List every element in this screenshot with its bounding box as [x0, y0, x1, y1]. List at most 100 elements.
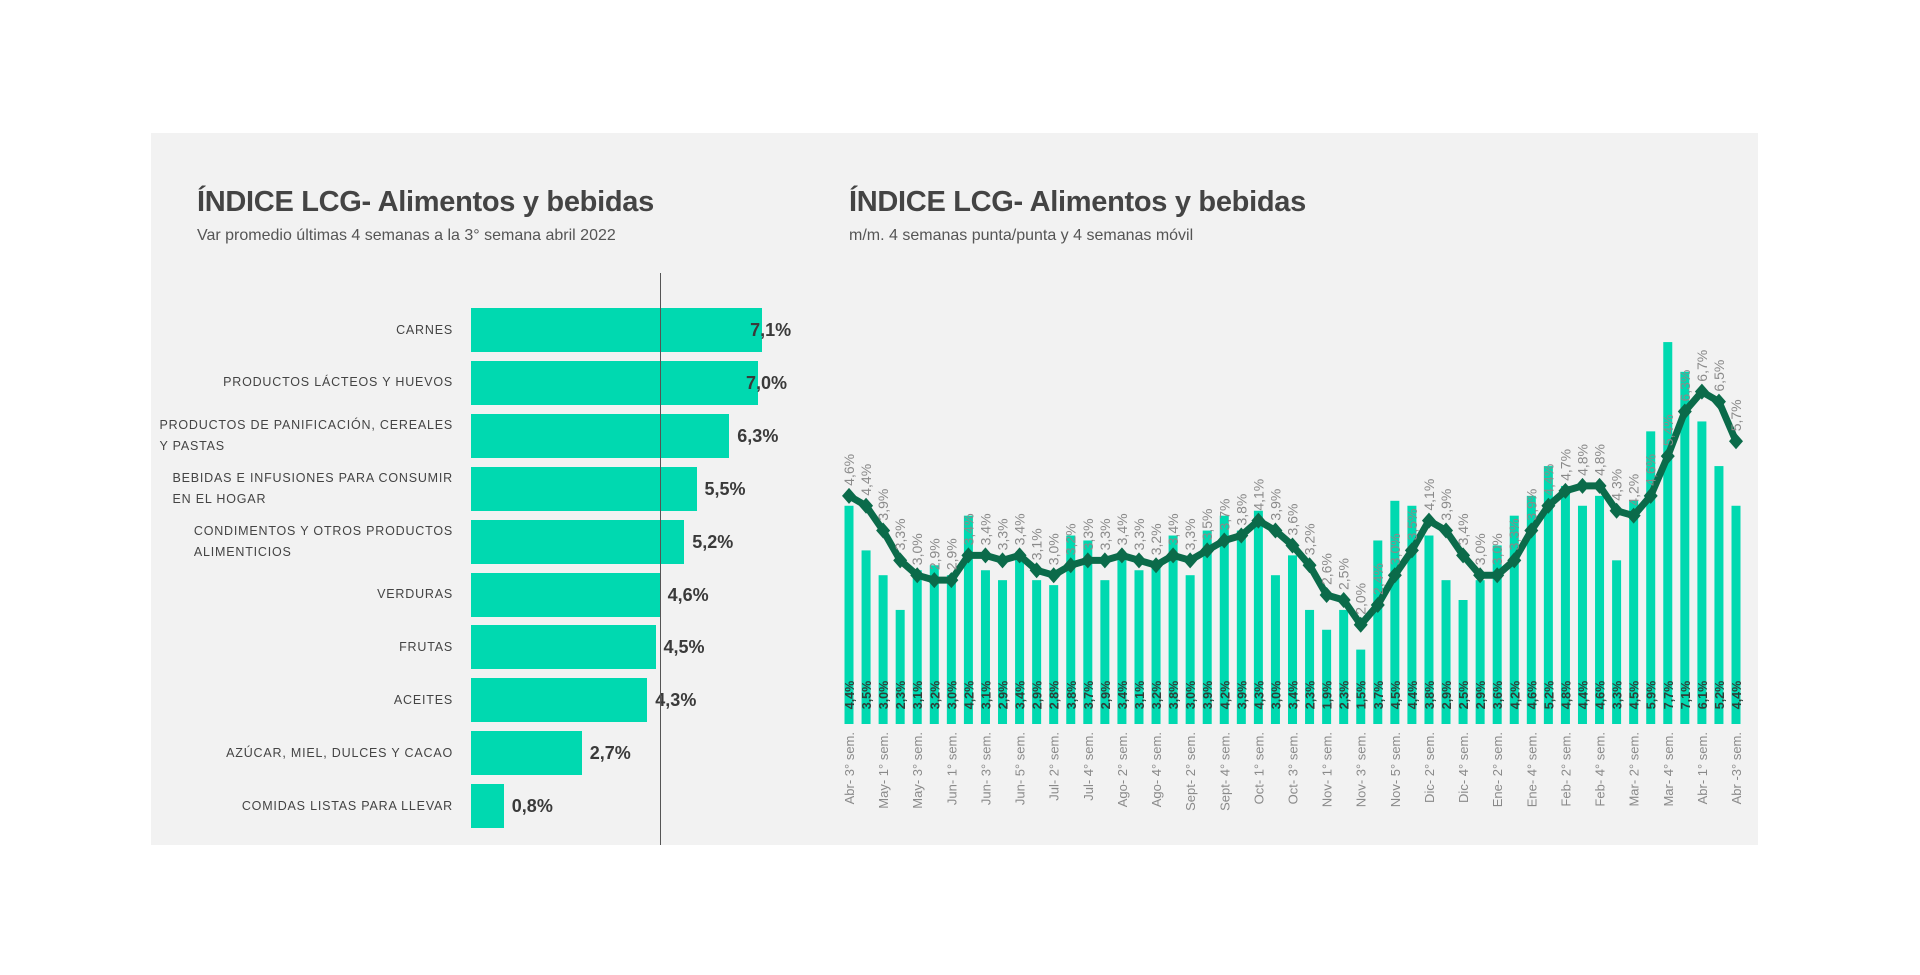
- line-marker: [1524, 522, 1539, 539]
- line-marker: [1370, 596, 1385, 613]
- data-label: 0,8%: [511, 796, 553, 817]
- bar: [1322, 629, 1332, 724]
- bar-data-label: 2,8%: [1048, 681, 1062, 710]
- x-tick-label: Sept- 4° sem.: [1217, 732, 1232, 811]
- bar: [1543, 466, 1553, 724]
- bar: [1373, 540, 1383, 724]
- line-marker: [1336, 592, 1351, 608]
- line-data-label: 4,1%: [1250, 479, 1266, 511]
- line-marker: [1200, 542, 1215, 559]
- line-data-label: 3,9%: [1267, 489, 1283, 521]
- line-data-label: 3,2%: [1302, 523, 1318, 555]
- line-data-label: 3,3%: [1506, 518, 1522, 550]
- line-data-label: 3,0%: [1387, 533, 1403, 565]
- line-data-label: 3,1%: [1029, 528, 1045, 560]
- line-data-label: 3,3%: [892, 518, 908, 550]
- bar: [471, 731, 582, 776]
- line-data-label: 3,4%: [1012, 513, 1028, 545]
- bar-data-label: 3,0%: [1184, 681, 1198, 710]
- bar: [912, 570, 922, 724]
- x-tick-label: Abr -3° sem.: [1729, 732, 1744, 804]
- bar-data-label: 2,9%: [997, 681, 1011, 710]
- line-marker: [1353, 616, 1368, 633]
- line-marker: [1660, 448, 1675, 465]
- bar-data-label: 3,4%: [1287, 681, 1301, 710]
- bar-data-label: 4,2%: [1218, 681, 1232, 710]
- line-data-label: 3,3%: [995, 518, 1011, 550]
- data-label: 4,6%: [667, 584, 709, 605]
- line-marker: [1694, 383, 1709, 400]
- line-marker: [1029, 562, 1044, 579]
- line-data-label: 5,4%: [1660, 414, 1676, 446]
- line-marker: [1626, 507, 1641, 524]
- right-chart-subtitle: m/m. 4 semanas punta/punta y 4 semanas m…: [849, 227, 1194, 244]
- x-tick-label: Oct- 3° sem.: [1286, 732, 1301, 804]
- category-label-text: PRODUCTOS DE PANIFICACIÓN, CEREALES Y PAS…: [159, 417, 453, 453]
- bar: [1049, 585, 1059, 724]
- line-marker: [1404, 542, 1419, 559]
- line-marker: [1080, 552, 1095, 569]
- line-data-label: 4,3%: [1609, 469, 1625, 501]
- bar: [1714, 466, 1724, 724]
- bar-data-label: 3,4%: [1116, 681, 1130, 710]
- bar-data-label: 3,8%: [1065, 681, 1079, 710]
- line-marker: [1558, 482, 1573, 499]
- line-data-label: 3,9%: [1438, 489, 1454, 521]
- line-data-label: 4,4%: [1540, 464, 1556, 496]
- line-data-label: 4,2%: [1626, 474, 1642, 506]
- line-data-label: 5,7%: [1728, 399, 1744, 431]
- bar: [471, 308, 763, 352]
- bar: [1236, 530, 1246, 724]
- bar: [1697, 421, 1707, 724]
- line-data-label: 3,5%: [1199, 508, 1215, 540]
- x-tick-label: Dic- 2° sem.: [1422, 732, 1437, 803]
- bar-data-label: 2,3%: [894, 681, 908, 710]
- bar: [1134, 570, 1144, 724]
- bar: [1339, 609, 1349, 724]
- bar-data-label: 2,9%: [1031, 681, 1045, 710]
- bar: [471, 572, 660, 617]
- x-tick-label: Nov- 1° sem.: [1320, 732, 1335, 807]
- line-marker: [927, 572, 942, 589]
- line-data-label: 3,2%: [1063, 523, 1079, 555]
- category-label: ACEITES: [394, 678, 453, 722]
- line-data-label: 4,7%: [1557, 449, 1573, 481]
- x-tick-label: May- 1° sem.: [876, 732, 891, 809]
- line-marker: [1507, 552, 1522, 569]
- x-tick-label: Ene- 2° sem.: [1490, 732, 1505, 807]
- line-data-label: 4,6%: [841, 454, 857, 486]
- bar-data-label: 3,2%: [928, 681, 942, 710]
- bar: [998, 580, 1008, 724]
- bar: [471, 784, 504, 829]
- line-marker: [1097, 552, 1112, 569]
- x-tick-label: Nov- 5° sem.: [1388, 732, 1403, 807]
- category-label: AZÚCAR, MIEL, DULCES Y CACAO: [226, 731, 453, 775]
- bar: [1270, 575, 1280, 724]
- line-marker: [1251, 512, 1266, 529]
- line-data-label: 3,3%: [1080, 518, 1096, 550]
- line-marker: [961, 547, 976, 564]
- category-label: CONDIMENTOS Y OTROS PRODUCTOS ALIMENTICIO…: [194, 520, 453, 564]
- x-tick-label: Feb- 4° sem.: [1593, 732, 1608, 807]
- category-label-text: ACEITES: [393, 692, 453, 707]
- line-marker: [1012, 547, 1027, 564]
- line-data-label: 3,9%: [1523, 489, 1539, 521]
- line-marker: [1183, 552, 1198, 569]
- line-marker: [1149, 557, 1164, 574]
- line-marker: [1439, 522, 1454, 539]
- bar-data-label: 3,7%: [1082, 681, 1096, 710]
- bar-data-label: 4,5%: [1628, 681, 1642, 710]
- right-chart-title: ÍNDICE LCG- Alimentos y bebidas: [849, 186, 1306, 218]
- line-data-label: 3,4%: [960, 513, 976, 545]
- x-tick-label: Nov- 3° sem.: [1354, 732, 1369, 807]
- line-marker: [859, 497, 874, 514]
- bar-data-label: 4,8%: [1559, 681, 1573, 710]
- bar-data-label: 4,4%: [1730, 681, 1744, 710]
- bar-data-label: 3,1%: [979, 681, 993, 710]
- bar-data-label: 2,3%: [1338, 681, 1352, 710]
- bar: [1458, 600, 1468, 724]
- bar: [1424, 535, 1434, 724]
- line-marker: [1609, 502, 1624, 519]
- bar-data-label: 7,7%: [1662, 681, 1676, 710]
